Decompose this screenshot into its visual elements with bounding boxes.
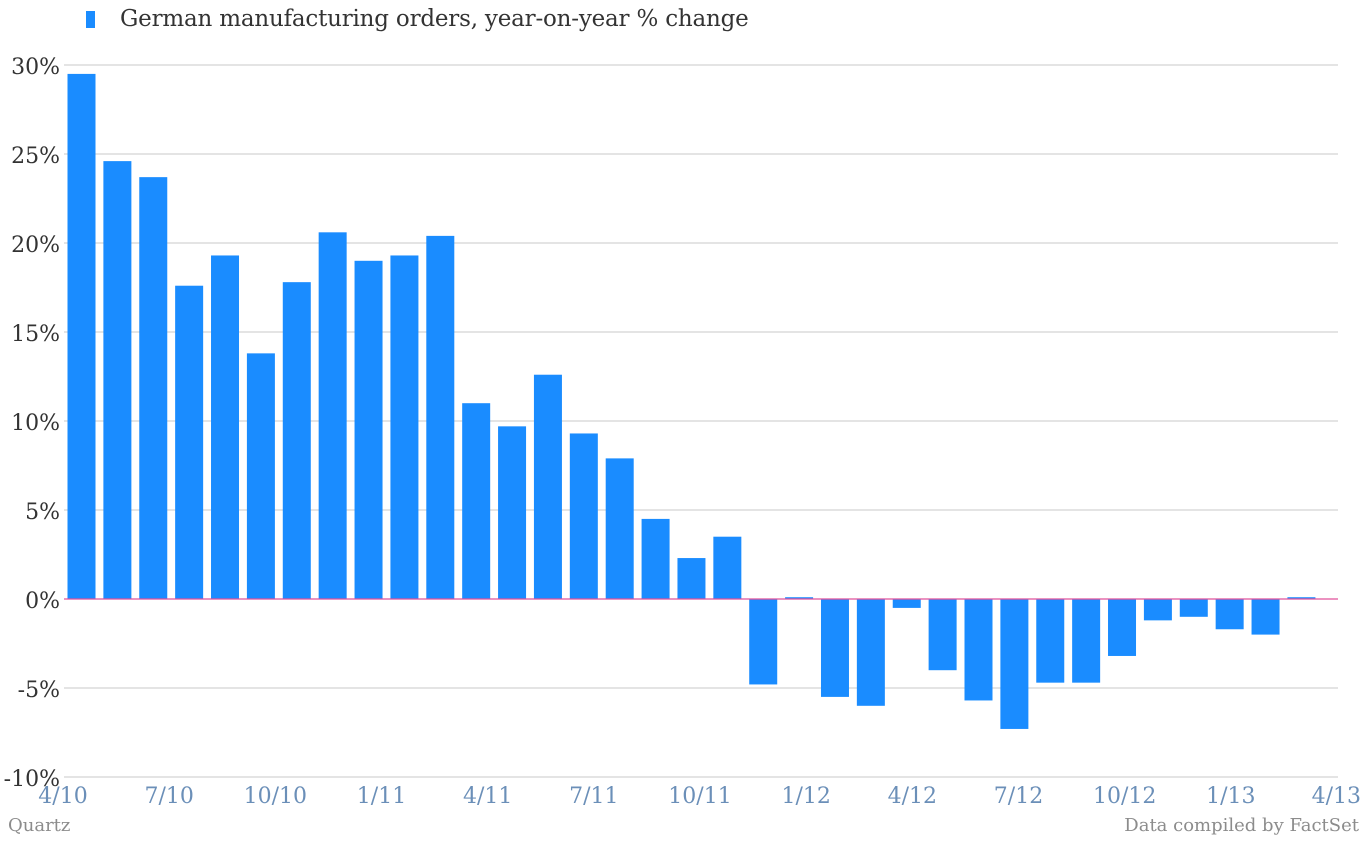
bar xyxy=(713,536,742,599)
bar xyxy=(1179,599,1208,617)
x-tick-label: 10/10 xyxy=(244,784,307,809)
bar xyxy=(569,433,598,599)
x-tick-label: 4/13 xyxy=(1312,784,1361,809)
y-tick-label: 10% xyxy=(11,411,60,436)
x-tick-label: 10/11 xyxy=(668,784,731,809)
bar xyxy=(175,285,204,599)
bar xyxy=(964,599,993,701)
bar xyxy=(856,599,885,706)
bar xyxy=(1251,599,1280,635)
y-tick-label: -5% xyxy=(18,678,60,703)
bar xyxy=(1143,599,1172,621)
data-credit: Data compiled by FactSet xyxy=(1124,815,1359,836)
bar xyxy=(103,161,132,599)
x-tick-label: 4/11 xyxy=(463,784,512,809)
bar xyxy=(211,255,240,599)
bar xyxy=(533,374,562,599)
bar xyxy=(282,282,311,599)
bar xyxy=(677,558,706,599)
y-tick-label: 0% xyxy=(25,589,60,614)
bar xyxy=(390,255,419,599)
legend-label: German manufacturing orders, year-on-yea… xyxy=(120,6,749,32)
bar xyxy=(892,599,921,608)
bar xyxy=(354,260,383,599)
bar xyxy=(928,599,957,671)
x-tick-label: 7/10 xyxy=(144,784,193,809)
bar xyxy=(246,353,275,599)
y-axis-ticks: 30% 25% 20% 15% 10% 5% 0% -5% -10% xyxy=(4,55,60,792)
legend-swatch xyxy=(86,10,95,28)
y-tick-label: -10% xyxy=(4,767,60,792)
x-axis-ticks: 4/10 7/10 10/10 1/11 4/11 7/11 10/11 1/12 4/12 7/… xyxy=(38,784,1361,809)
bar xyxy=(1000,599,1029,729)
y-tick-label: 25% xyxy=(11,144,60,169)
bar xyxy=(785,597,814,599)
x-tick-label: 1/12 xyxy=(781,784,830,809)
source-credit: Quartz xyxy=(8,815,71,836)
bar xyxy=(641,518,670,599)
y-tick-label: 5% xyxy=(25,500,60,525)
x-tick-label: 10/12 xyxy=(1093,784,1156,809)
bar xyxy=(318,232,347,599)
y-tick-label: 20% xyxy=(11,233,60,258)
grid-lines xyxy=(64,64,1338,778)
bar xyxy=(462,403,491,599)
bar xyxy=(139,177,168,599)
x-tick-label: 7/12 xyxy=(994,784,1043,809)
bar xyxy=(67,73,96,599)
y-tick-label: 15% xyxy=(11,322,60,347)
legend: German manufacturing orders, year-on-yea… xyxy=(86,4,749,34)
x-tick-label: 4/10 xyxy=(38,784,87,809)
bar xyxy=(1215,599,1244,630)
bar xyxy=(749,599,778,685)
x-tick-label: 1/11 xyxy=(357,784,406,809)
bar xyxy=(1287,597,1316,599)
x-tick-label: 7/11 xyxy=(569,784,618,809)
x-tick-label: 1/13 xyxy=(1206,784,1255,809)
bars xyxy=(67,73,1316,729)
bar xyxy=(605,458,634,599)
bar xyxy=(498,426,527,599)
bar xyxy=(1072,599,1101,683)
bar xyxy=(820,599,849,697)
bar xyxy=(426,235,455,599)
y-tick-label: 30% xyxy=(11,55,60,80)
x-tick-label: 4/12 xyxy=(888,784,937,809)
bar xyxy=(1036,599,1065,683)
bar xyxy=(1108,599,1137,656)
